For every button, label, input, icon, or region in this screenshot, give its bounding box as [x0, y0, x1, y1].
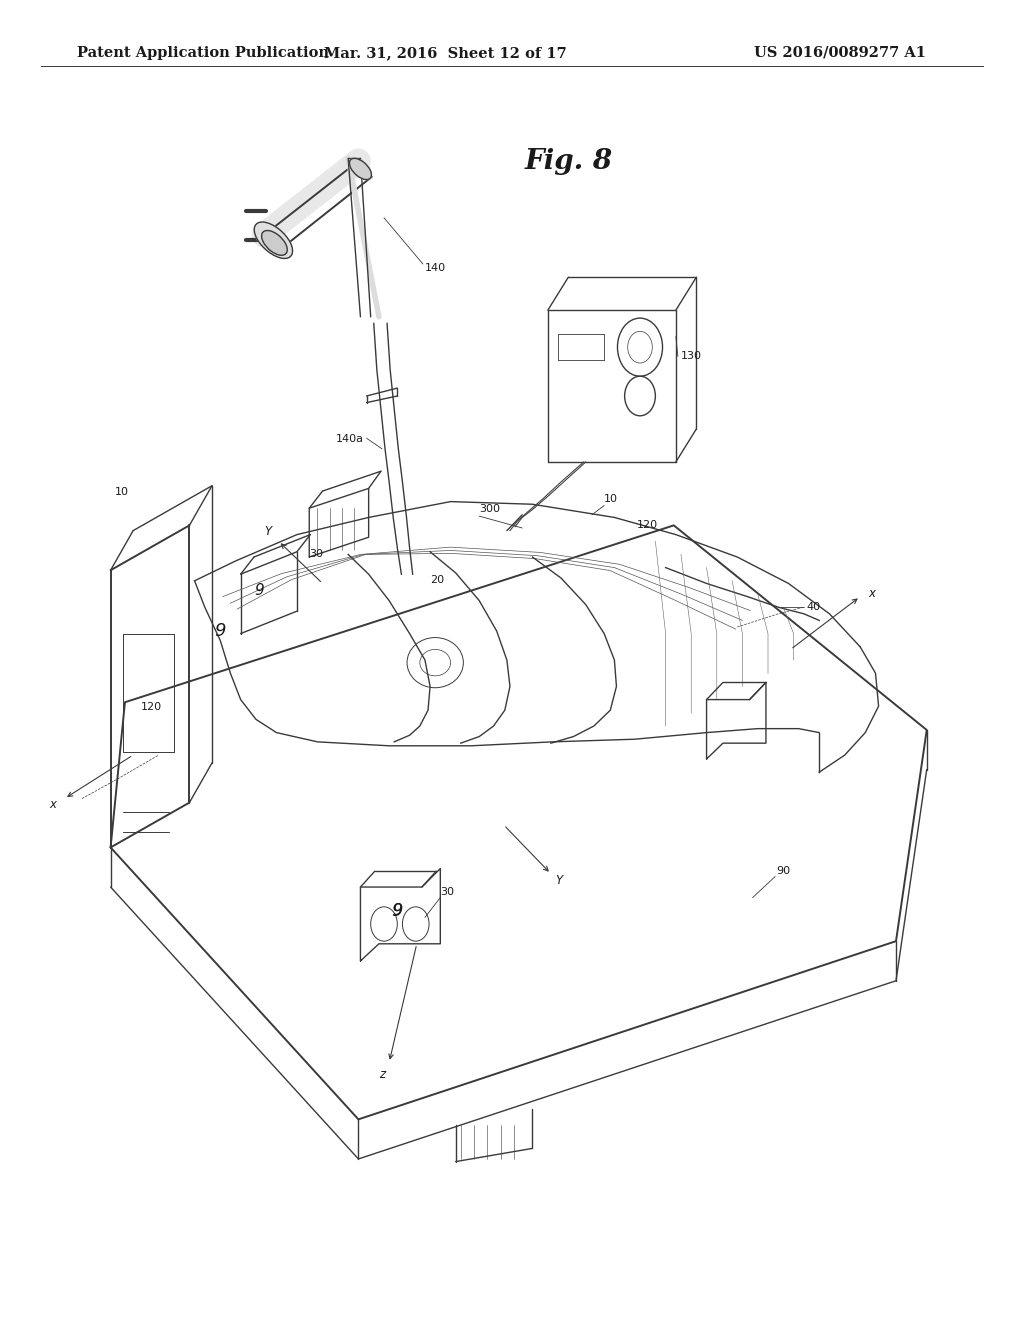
Ellipse shape — [349, 158, 372, 180]
Text: x: x — [49, 797, 56, 810]
Text: z: z — [379, 1068, 385, 1081]
Text: 20: 20 — [430, 576, 444, 586]
Text: 300: 300 — [479, 504, 501, 515]
Text: x: x — [868, 586, 876, 599]
Text: Mar. 31, 2016  Sheet 12 of 17: Mar. 31, 2016 Sheet 12 of 17 — [324, 46, 567, 59]
Ellipse shape — [254, 222, 293, 259]
Ellipse shape — [261, 231, 288, 255]
Text: Fig. 8: Fig. 8 — [524, 148, 612, 174]
Text: 140: 140 — [425, 263, 446, 273]
Text: 10: 10 — [115, 487, 129, 498]
Text: 30: 30 — [440, 887, 455, 898]
Text: 140a: 140a — [336, 434, 364, 445]
Text: 120: 120 — [637, 520, 658, 531]
Text: 120: 120 — [141, 702, 163, 713]
Text: 10: 10 — [604, 494, 618, 504]
Text: 9: 9 — [214, 622, 226, 640]
Text: 90: 90 — [776, 866, 791, 876]
Text: 30: 30 — [309, 549, 324, 560]
Text: Y: Y — [555, 874, 562, 887]
Text: 130: 130 — [681, 351, 702, 362]
Text: 40: 40 — [807, 602, 821, 612]
Text: 9: 9 — [391, 902, 403, 920]
Text: US 2016/0089277 A1: US 2016/0089277 A1 — [754, 46, 926, 59]
Text: Y: Y — [264, 524, 271, 537]
Text: Patent Application Publication: Patent Application Publication — [77, 46, 329, 59]
Text: 9: 9 — [392, 903, 402, 919]
Text: 9: 9 — [254, 582, 264, 598]
